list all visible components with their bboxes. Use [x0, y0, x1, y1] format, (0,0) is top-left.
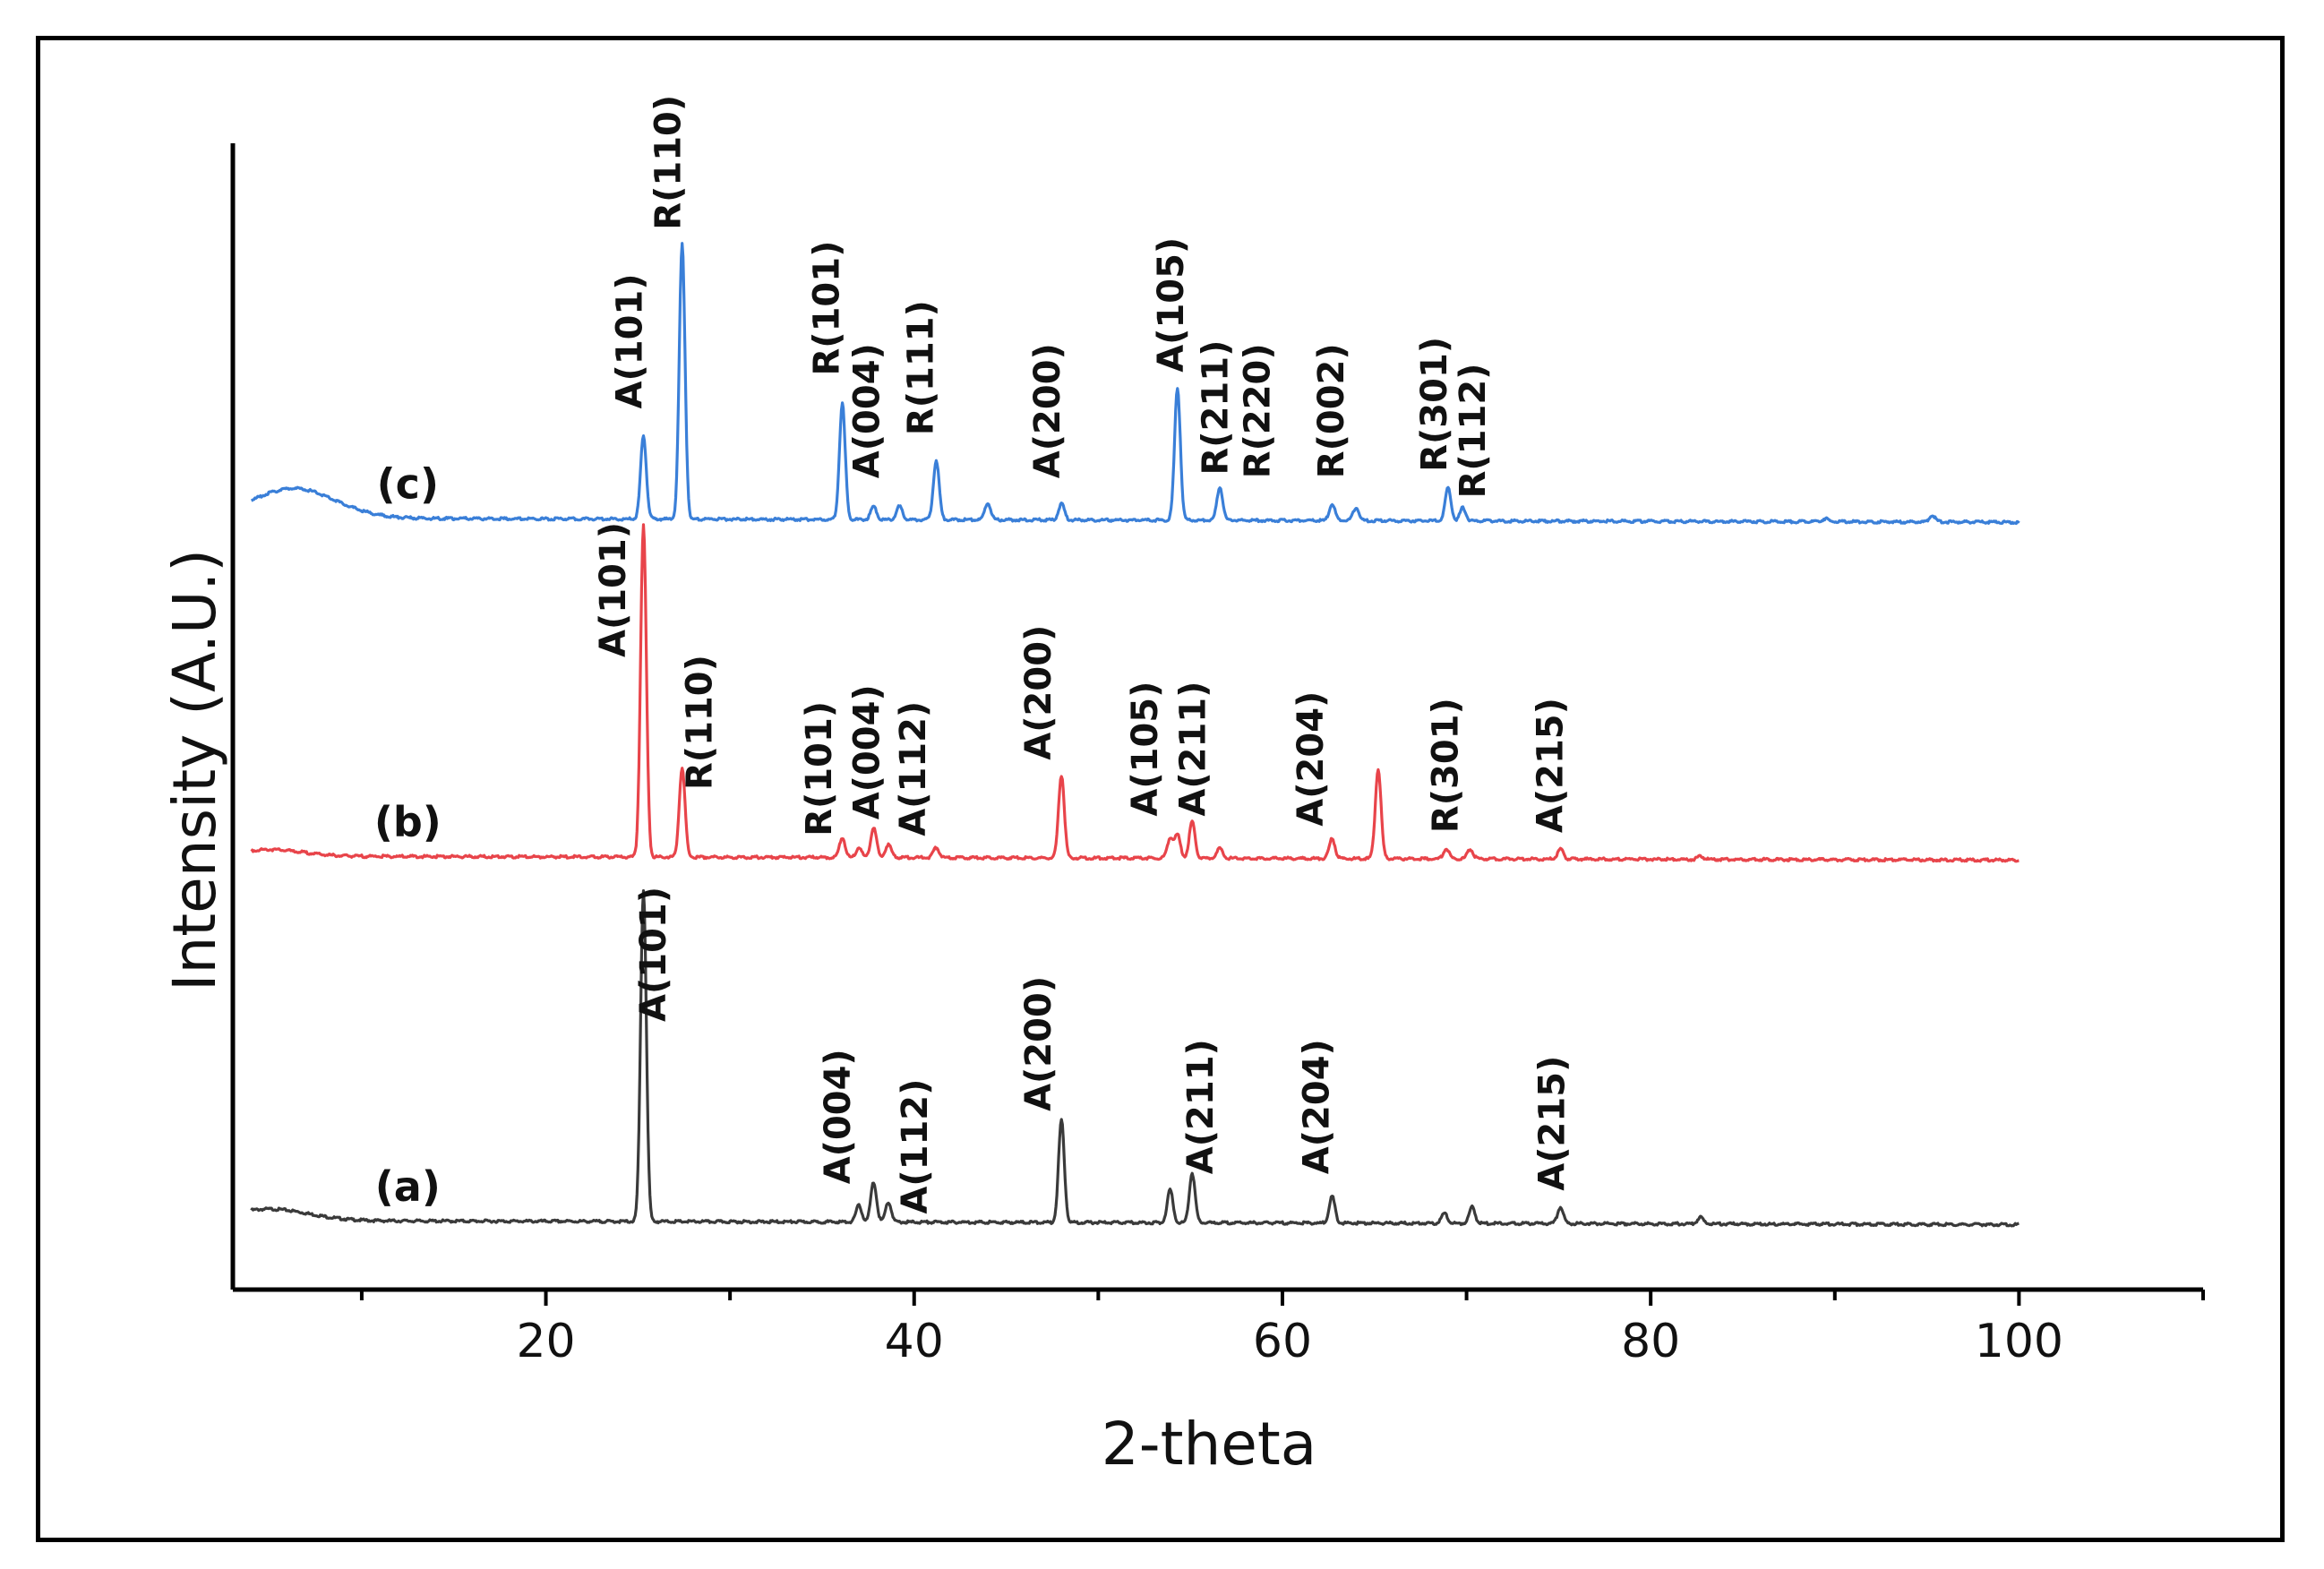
axes: 20 40 60 80 100: [230, 143, 2205, 1368]
peak-annotation: R(101): [806, 241, 847, 376]
peak-annotation: A(112): [895, 1079, 936, 1214]
peak-annotation: A(215): [1532, 1056, 1574, 1191]
peak-annotation: R(211): [1195, 340, 1236, 476]
series-line-b: [250, 523, 2020, 863]
series-name-label: (a): [375, 1162, 441, 1211]
peak-annotation: A(105): [1125, 682, 1166, 817]
series-name-label: (b): [374, 798, 442, 846]
peak-annotation: R(220): [1238, 343, 1279, 478]
peak-annotation: A(200): [1018, 976, 1059, 1111]
labels-layer: (a)A(101)A(004) A(112)A(200) A(211) A(204) A…: [374, 95, 1574, 1214]
xrd-chart: 20 40 60 80 100 (a)A(101)A(004) A(112)A(200) A…: [160, 95, 2205, 1479]
x-axis-title: 2-theta: [1102, 1410, 1316, 1479]
peak-annotation: A(204): [1296, 1039, 1337, 1174]
peak-annotation: A(105): [1151, 237, 1192, 373]
series-name-label: (c): [377, 459, 439, 508]
x-tick-label: 40: [885, 1315, 944, 1368]
x-tick-label: 20: [516, 1315, 575, 1368]
peak-annotation: A(215): [1531, 698, 1572, 833]
peak-annotation: A(004): [847, 684, 888, 819]
peak-annotation: A(101): [593, 522, 634, 657]
peak-annotation: A(101): [633, 887, 674, 1022]
peak-annotation: R(301): [1414, 337, 1455, 472]
peak-annotation: A(004): [818, 1049, 859, 1184]
peak-annotation: A(112): [893, 701, 934, 836]
series-line-a: [250, 888, 2020, 1228]
peak-annotation: A(004): [847, 343, 888, 478]
peak-annotation: A(101): [609, 273, 650, 408]
x-tick-label: 60: [1253, 1315, 1312, 1368]
peak-annotation: A(204): [1291, 691, 1332, 827]
peak-annotation: R(111): [900, 300, 941, 435]
peak-annotation: A(211): [1180, 1039, 1222, 1174]
peak-annotation: R(110): [680, 655, 721, 790]
peak-annotation: R(112): [1453, 364, 1494, 499]
peak-annotation: R(002): [1311, 343, 1352, 478]
y-axis-title: Intensity (A.U.): [160, 549, 229, 991]
peak-annotation: R(110): [648, 95, 690, 230]
peak-annotation: A(211): [1173, 682, 1214, 817]
series-line-c: [251, 242, 2020, 526]
peak-annotation: A(200): [1018, 625, 1059, 760]
peak-annotation: R(101): [799, 701, 840, 836]
x-tick-label: 100: [1975, 1315, 2063, 1368]
peak-annotation: A(200): [1027, 343, 1068, 478]
peak-annotation: R(301): [1425, 698, 1466, 833]
series-layer: [250, 242, 2020, 1228]
figure-frame: 20 40 60 80 100 (a) A(101) A(004) A(112) A(200) A…: [36, 36, 2285, 1542]
x-tick-label: 80: [1621, 1315, 1680, 1368]
